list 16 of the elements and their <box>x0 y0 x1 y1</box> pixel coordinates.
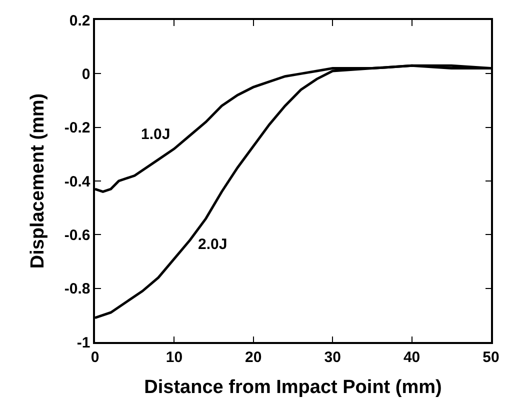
y-tick-label: -0.8 <box>64 280 90 298</box>
series-label: 1.0J <box>141 126 170 143</box>
series-label: 2.0J <box>198 236 228 253</box>
x-tick-label: 10 <box>166 348 183 366</box>
y-tick-label: 0 <box>82 66 90 83</box>
y-tick-label: -0.4 <box>64 173 91 190</box>
x-tick-label: 30 <box>324 348 341 366</box>
y-tick-label: 0.2 <box>69 12 90 30</box>
y-tick-label: -1 <box>76 334 90 352</box>
x-tick-label: 20 <box>245 348 262 366</box>
x-axis-title: Distance from Impact Point (mm) <box>144 377 442 398</box>
y-tick-label: -0.6 <box>64 226 90 244</box>
y-tick-label: -0.2 <box>64 120 90 137</box>
x-tick-label: 50 <box>482 348 500 366</box>
x-tick-label: 40 <box>403 348 420 366</box>
y-axis-title: Displacement (mm) <box>28 93 49 269</box>
